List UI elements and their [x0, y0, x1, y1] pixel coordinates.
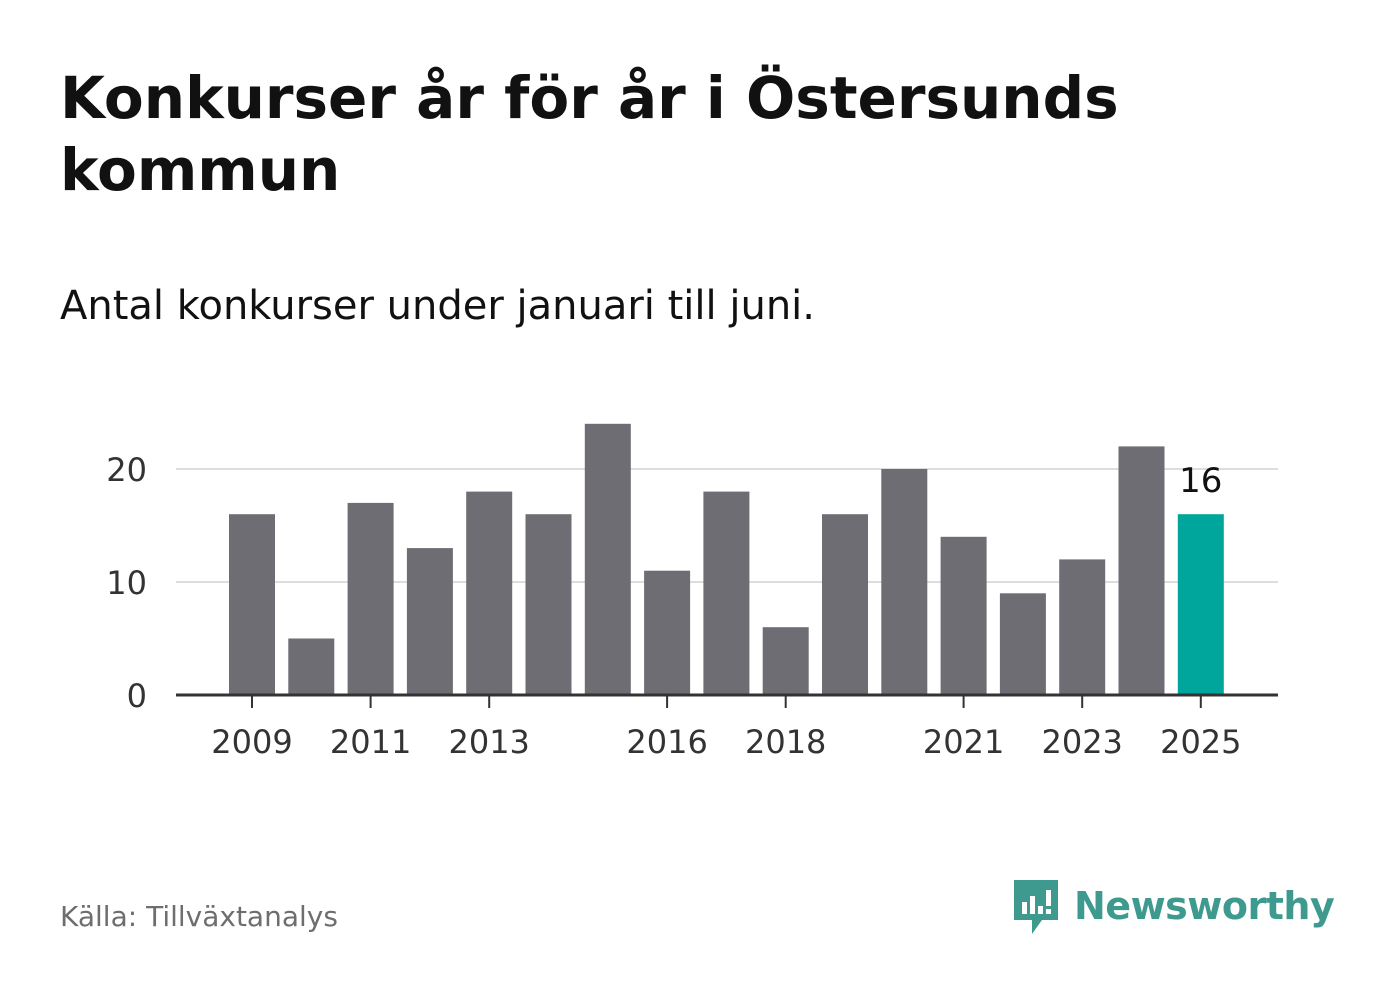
x-tick-label: 2021 — [923, 723, 1004, 761]
bar-2018 — [762, 627, 809, 695]
x-tick-label: 2011 — [330, 723, 411, 761]
bar-chart: 0 10 20 2009 2011 2013 2016 2018 2021 2023 2025 16 — [106, 423, 1278, 761]
bar-2025 — [1177, 514, 1224, 695]
brand-name: Newsworthy — [1074, 884, 1335, 928]
bar-2022 — [999, 593, 1046, 695]
y-tick-label: 0 — [127, 677, 147, 715]
bar-2013 — [466, 491, 513, 695]
bar-2009 — [229, 514, 275, 695]
x-tick-label: 2009 — [211, 723, 292, 761]
bar-2015 — [584, 423, 631, 695]
bar-2021 — [940, 536, 987, 695]
bar-2020 — [881, 469, 928, 695]
x-tick-label: 2023 — [1041, 723, 1122, 761]
data-label: 16 — [1179, 461, 1222, 501]
bar-2023 — [1059, 559, 1106, 695]
newsworthy-logo-icon — [1014, 880, 1058, 934]
bar-2011 — [347, 502, 394, 695]
x-tick-label: 2018 — [745, 723, 826, 761]
y-tick-label: 20 — [106, 451, 147, 489]
bar-2019 — [822, 514, 868, 695]
chart-title: Konkurser år för år i Östersunds kommun — [60, 64, 1119, 204]
bar-2017 — [703, 491, 750, 695]
bar-2016 — [644, 570, 691, 695]
brand-logo: Newsworthy — [1010, 876, 1335, 936]
bar-2012 — [406, 548, 453, 695]
x-tick-label: 2013 — [448, 723, 529, 761]
bar-2010 — [288, 638, 335, 695]
bar-2024 — [1118, 446, 1165, 695]
source-note: Källa: Tillväxtanalys — [60, 900, 338, 933]
x-tick-label: 2025 — [1160, 723, 1241, 761]
x-tick-label: 2016 — [626, 723, 707, 761]
y-tick-label: 10 — [106, 564, 147, 602]
chart-subtitle: Antal konkurser under januari till juni. — [60, 283, 815, 329]
bar-2014 — [525, 514, 572, 695]
